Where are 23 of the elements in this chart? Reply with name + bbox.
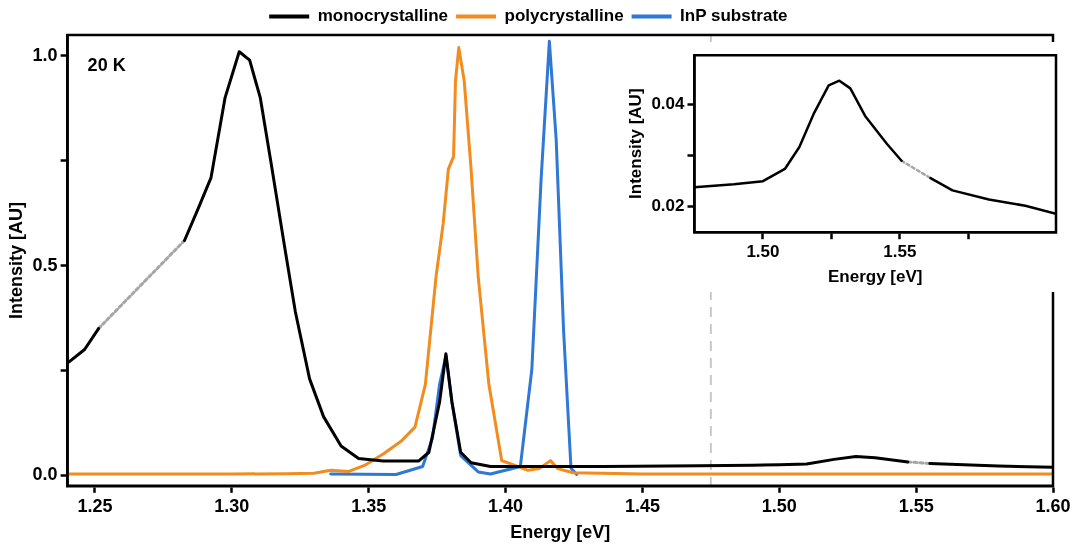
x-tick-label: 1.50 [761,495,797,516]
x-axis-title: Energy [eV] [510,522,611,543]
x-tick-label: 1.50 [746,242,780,262]
x-tick-label: 1.60 [1035,495,1071,516]
y-tick-label: 1.0 [32,44,58,65]
x-tick-label: 1.25 [77,495,113,516]
annotation: 20 K [87,54,126,75]
y-tick-label: 0.02 [651,196,685,216]
x-tick-label: 1.55 [883,242,917,262]
x-tick-label: 1.30 [214,495,250,516]
x-tick-label: 1.40 [488,495,524,516]
legend-label: polycrystalline [504,6,624,26]
x-tick-label: 1.35 [351,495,387,516]
y-tick-label: 0.5 [32,254,58,275]
legend-label: InP substrate [680,6,788,26]
x-tick-label: 1.45 [624,495,660,516]
legend-label: monocrystalline [317,6,449,26]
x-axis-title: Energy [eV] [828,267,923,287]
y-tick-label: 0.0 [32,464,58,485]
y-tick-label: 0.04 [651,94,686,114]
y-axis-title: Intensity [AU] [625,88,645,199]
x-tick-label: 1.55 [898,495,934,516]
y-axis-title: Intensity [AU] [5,201,26,319]
